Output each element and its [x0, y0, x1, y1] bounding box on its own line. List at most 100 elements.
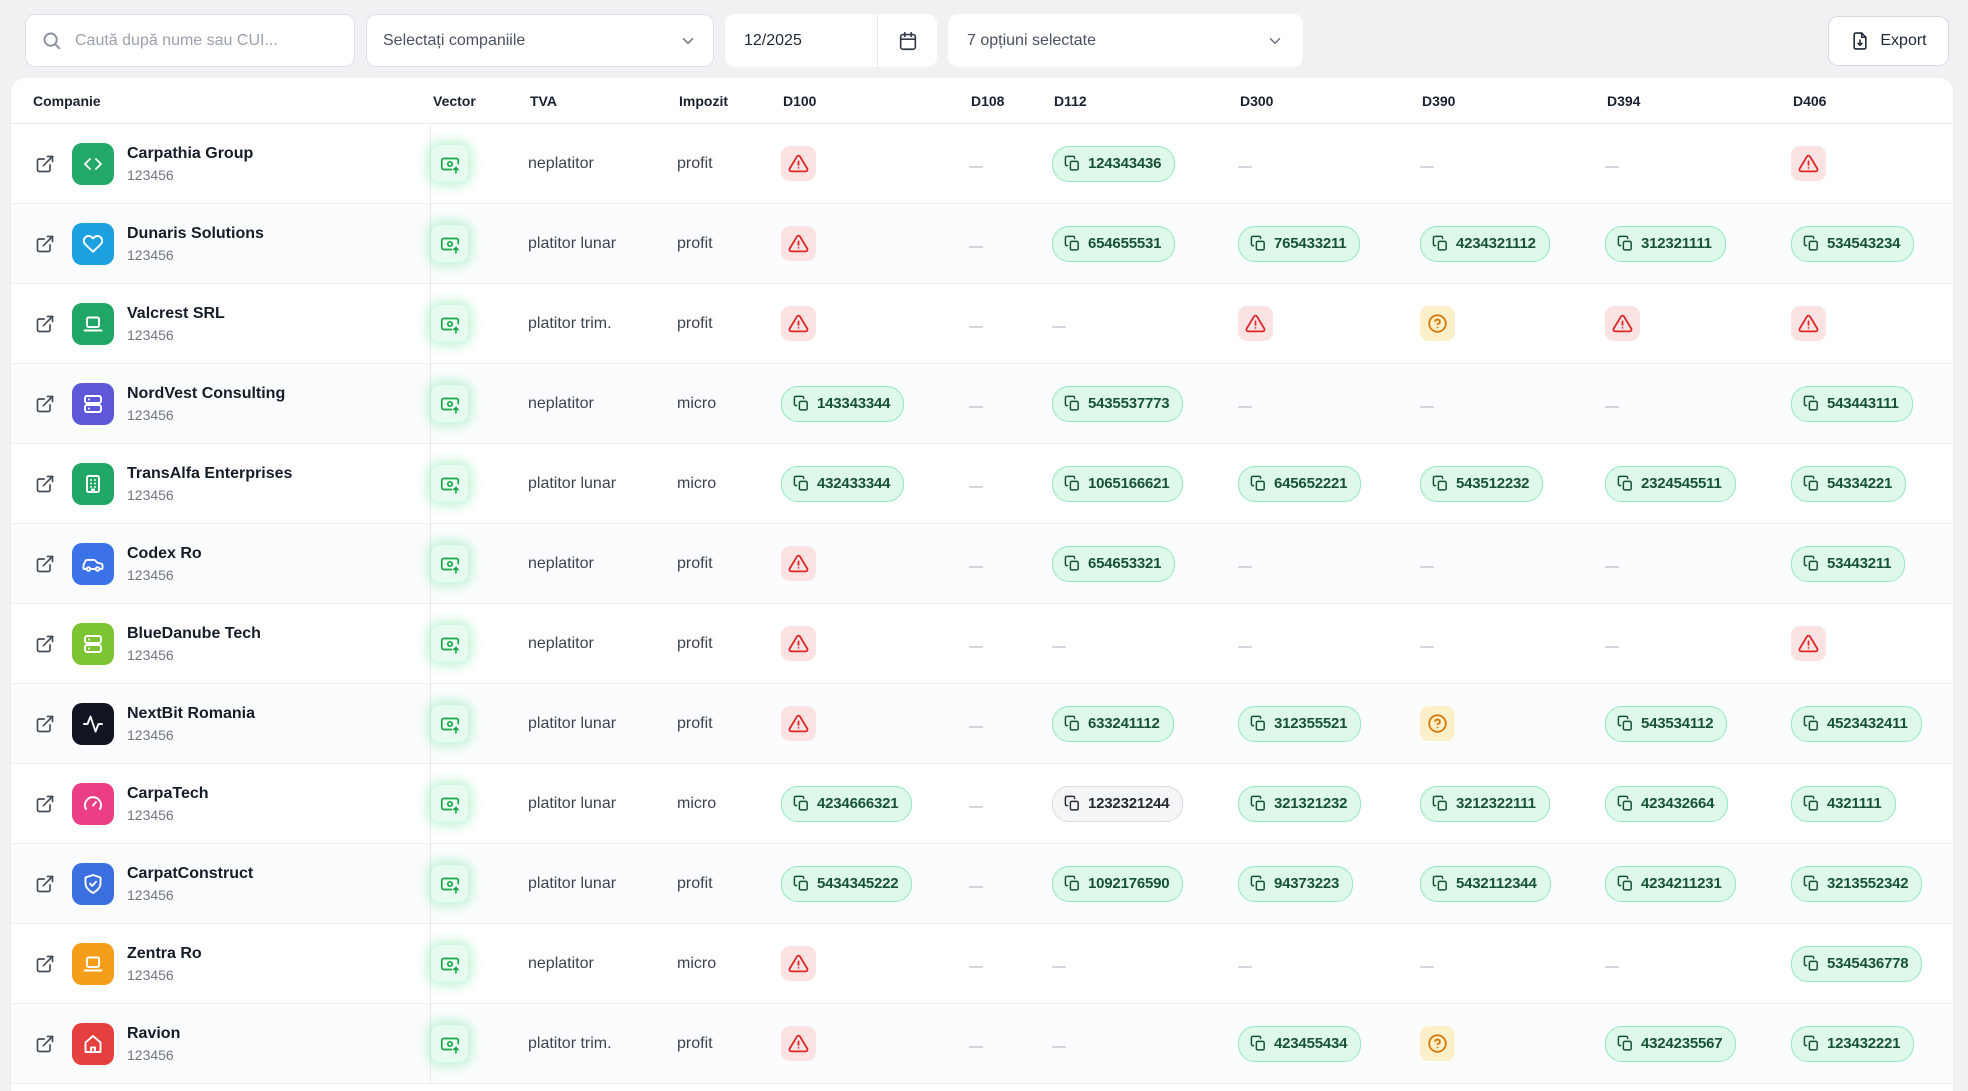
external-link-icon[interactable]: [35, 554, 55, 574]
copy-declaration-badge[interactable]: 53443211: [1791, 545, 1906, 582]
declarations-table-card: Companie Vector TVA Impozit D100 D108 D112 D300…: [11, 78, 1953, 1091]
table-row: Codex Ro 123456 neplatitor profit 654653…: [11, 524, 1953, 604]
copy-declaration-badge[interactable]: 124343436: [1052, 145, 1176, 182]
declaration-cell-d394: [1605, 635, 1791, 653]
copy-declaration-badge[interactable]: 4234321112: [1420, 225, 1550, 262]
copy-declaration-badge[interactable]: 423455434: [1238, 1025, 1362, 1062]
declaration-cell-d394: 4234211231: [1605, 865, 1791, 902]
declaration-number: 53443211: [1827, 555, 1892, 572]
declaration-cell-d300: 321321232: [1238, 785, 1420, 822]
alert-triangle-icon: [781, 546, 816, 581]
copy-icon: [1250, 1035, 1267, 1052]
empty-dash: [1052, 1045, 1066, 1048]
copy-declaration-badge[interactable]: 94373223: [1238, 865, 1354, 902]
copy-declaration-badge[interactable]: 4234211231: [1605, 865, 1736, 902]
copy-declaration-badge[interactable]: 312355521: [1238, 705, 1362, 742]
declaration-number: 765433211: [1274, 235, 1347, 252]
copy-declaration-badge[interactable]: 543443111: [1791, 385, 1913, 422]
copy-declaration-badge[interactable]: 4234666321: [781, 785, 913, 822]
copy-declaration-badge[interactable]: 654655531: [1052, 225, 1176, 262]
table-body: Carpathia Group 123456 neplatitor profit…: [11, 124, 1953, 1084]
calendar-button[interactable]: [877, 14, 937, 67]
external-link-icon[interactable]: [35, 474, 55, 494]
copy-declaration-badge[interactable]: 4321111: [1791, 785, 1896, 822]
vector-cell: [431, 625, 528, 662]
company-cell: Zentra Ro 123456: [31, 924, 431, 1003]
copy-icon: [1803, 235, 1820, 252]
copy-declaration-badge[interactable]: 143343344: [781, 385, 905, 422]
external-link-icon[interactable]: [35, 714, 55, 734]
copy-declaration-badge[interactable]: 534543234: [1791, 225, 1915, 262]
company-cui: 123456: [127, 406, 174, 423]
declaration-cell-d394: 312321111: [1605, 225, 1791, 262]
export-button[interactable]: Export: [1828, 16, 1949, 66]
declaration-cell-d394: [1605, 555, 1791, 573]
copy-declaration-badge[interactable]: 654653321: [1052, 545, 1176, 582]
copy-declaration-badge[interactable]: 1232321244: [1052, 785, 1184, 822]
copy-declaration-badge[interactable]: 1092176590: [1052, 865, 1184, 902]
company-name: NordVest Consulting: [127, 385, 286, 403]
table-row: Dunaris Solutions 123456 platitor lunar …: [11, 204, 1953, 284]
copy-declaration-badge[interactable]: 543512232: [1420, 465, 1544, 502]
external-link-icon[interactable]: [35, 154, 55, 174]
copy-declaration-badge[interactable]: 54334221: [1791, 465, 1907, 502]
copy-declaration-badge[interactable]: 2324545511: [1605, 465, 1736, 502]
copy-icon: [1432, 235, 1449, 252]
company-cui: 123456: [127, 806, 174, 823]
external-link-icon[interactable]: [35, 394, 55, 414]
copy-declaration-badge[interactable]: 5435537773: [1052, 385, 1184, 422]
period-picker[interactable]: 12/2025: [725, 14, 937, 67]
copy-declaration-badge[interactable]: 321321232: [1238, 785, 1362, 822]
declaration-number: 4234211231: [1641, 875, 1722, 892]
external-link-icon[interactable]: [35, 874, 55, 894]
company-cell: CarpatConstruct 123456: [31, 844, 431, 923]
search-input[interactable]: [73, 30, 339, 51]
copy-declaration-badge[interactable]: 645652221: [1238, 465, 1362, 502]
copy-declaration-badge[interactable]: 312321111: [1605, 225, 1726, 262]
search-icon: [41, 30, 62, 51]
declaration-cell-d406: 53443211: [1791, 545, 1953, 582]
copy-declaration-badge[interactable]: 5434345222: [781, 865, 913, 902]
copy-declaration-badge[interactable]: 423432664: [1605, 785, 1729, 822]
empty-dash: [1605, 565, 1619, 568]
copy-icon: [1803, 875, 1820, 892]
search-input-wrapper[interactable]: [25, 14, 355, 67]
copy-icon: [793, 475, 810, 492]
tva-value: neplatitor: [528, 634, 594, 652]
copy-declaration-badge[interactable]: 3213552342: [1791, 865, 1923, 902]
options-select[interactable]: 7 opțiuni selectate: [948, 14, 1303, 67]
tva-value: platitor lunar: [528, 234, 617, 252]
empty-dash: [969, 805, 983, 808]
company-select[interactable]: Selectați companiile: [366, 14, 714, 67]
company-cell: Ravion 123456: [31, 1004, 431, 1083]
copy-declaration-badge[interactable]: 633241112: [1052, 705, 1174, 742]
empty-dash: [1420, 165, 1434, 168]
external-link-icon[interactable]: [35, 314, 55, 334]
copy-declaration-badge[interactable]: 543534112: [1605, 705, 1728, 742]
copy-declaration-badge[interactable]: 1065166621: [1052, 465, 1184, 502]
copy-declaration-badge[interactable]: 432433344: [781, 465, 905, 502]
external-link-icon[interactable]: [35, 954, 55, 974]
copy-declaration-badge[interactable]: 765433211: [1238, 225, 1361, 262]
copy-declaration-badge[interactable]: 5345436778: [1791, 945, 1923, 982]
external-link-icon[interactable]: [35, 794, 55, 814]
tva-value: platitor trim.: [528, 1034, 612, 1052]
copy-icon: [793, 795, 810, 812]
empty-dash: [1605, 965, 1619, 968]
external-link-icon[interactable]: [35, 634, 55, 654]
copy-declaration-badge[interactable]: 3212322111: [1420, 785, 1550, 822]
company-info: Carpathia Group 123456: [127, 144, 253, 182]
external-link-icon[interactable]: [35, 1034, 55, 1054]
external-link-icon[interactable]: [35, 234, 55, 254]
copy-declaration-badge[interactable]: 5432112344: [1420, 865, 1551, 902]
copy-declaration-badge[interactable]: 4324235567: [1605, 1025, 1737, 1062]
vector-cell: [431, 545, 528, 582]
copy-declaration-badge[interactable]: 123432221: [1791, 1025, 1915, 1062]
vector-active-icon: [431, 145, 468, 182]
copy-declaration-badge[interactable]: 4523432411: [1791, 705, 1922, 742]
declaration-cell-d406: 534543234: [1791, 225, 1953, 262]
company-cell: TransAlfa Enterprises 123456: [31, 444, 431, 523]
empty-dash: [1605, 405, 1619, 408]
copy-icon: [1064, 475, 1081, 492]
impozit-value: profit: [677, 554, 713, 572]
